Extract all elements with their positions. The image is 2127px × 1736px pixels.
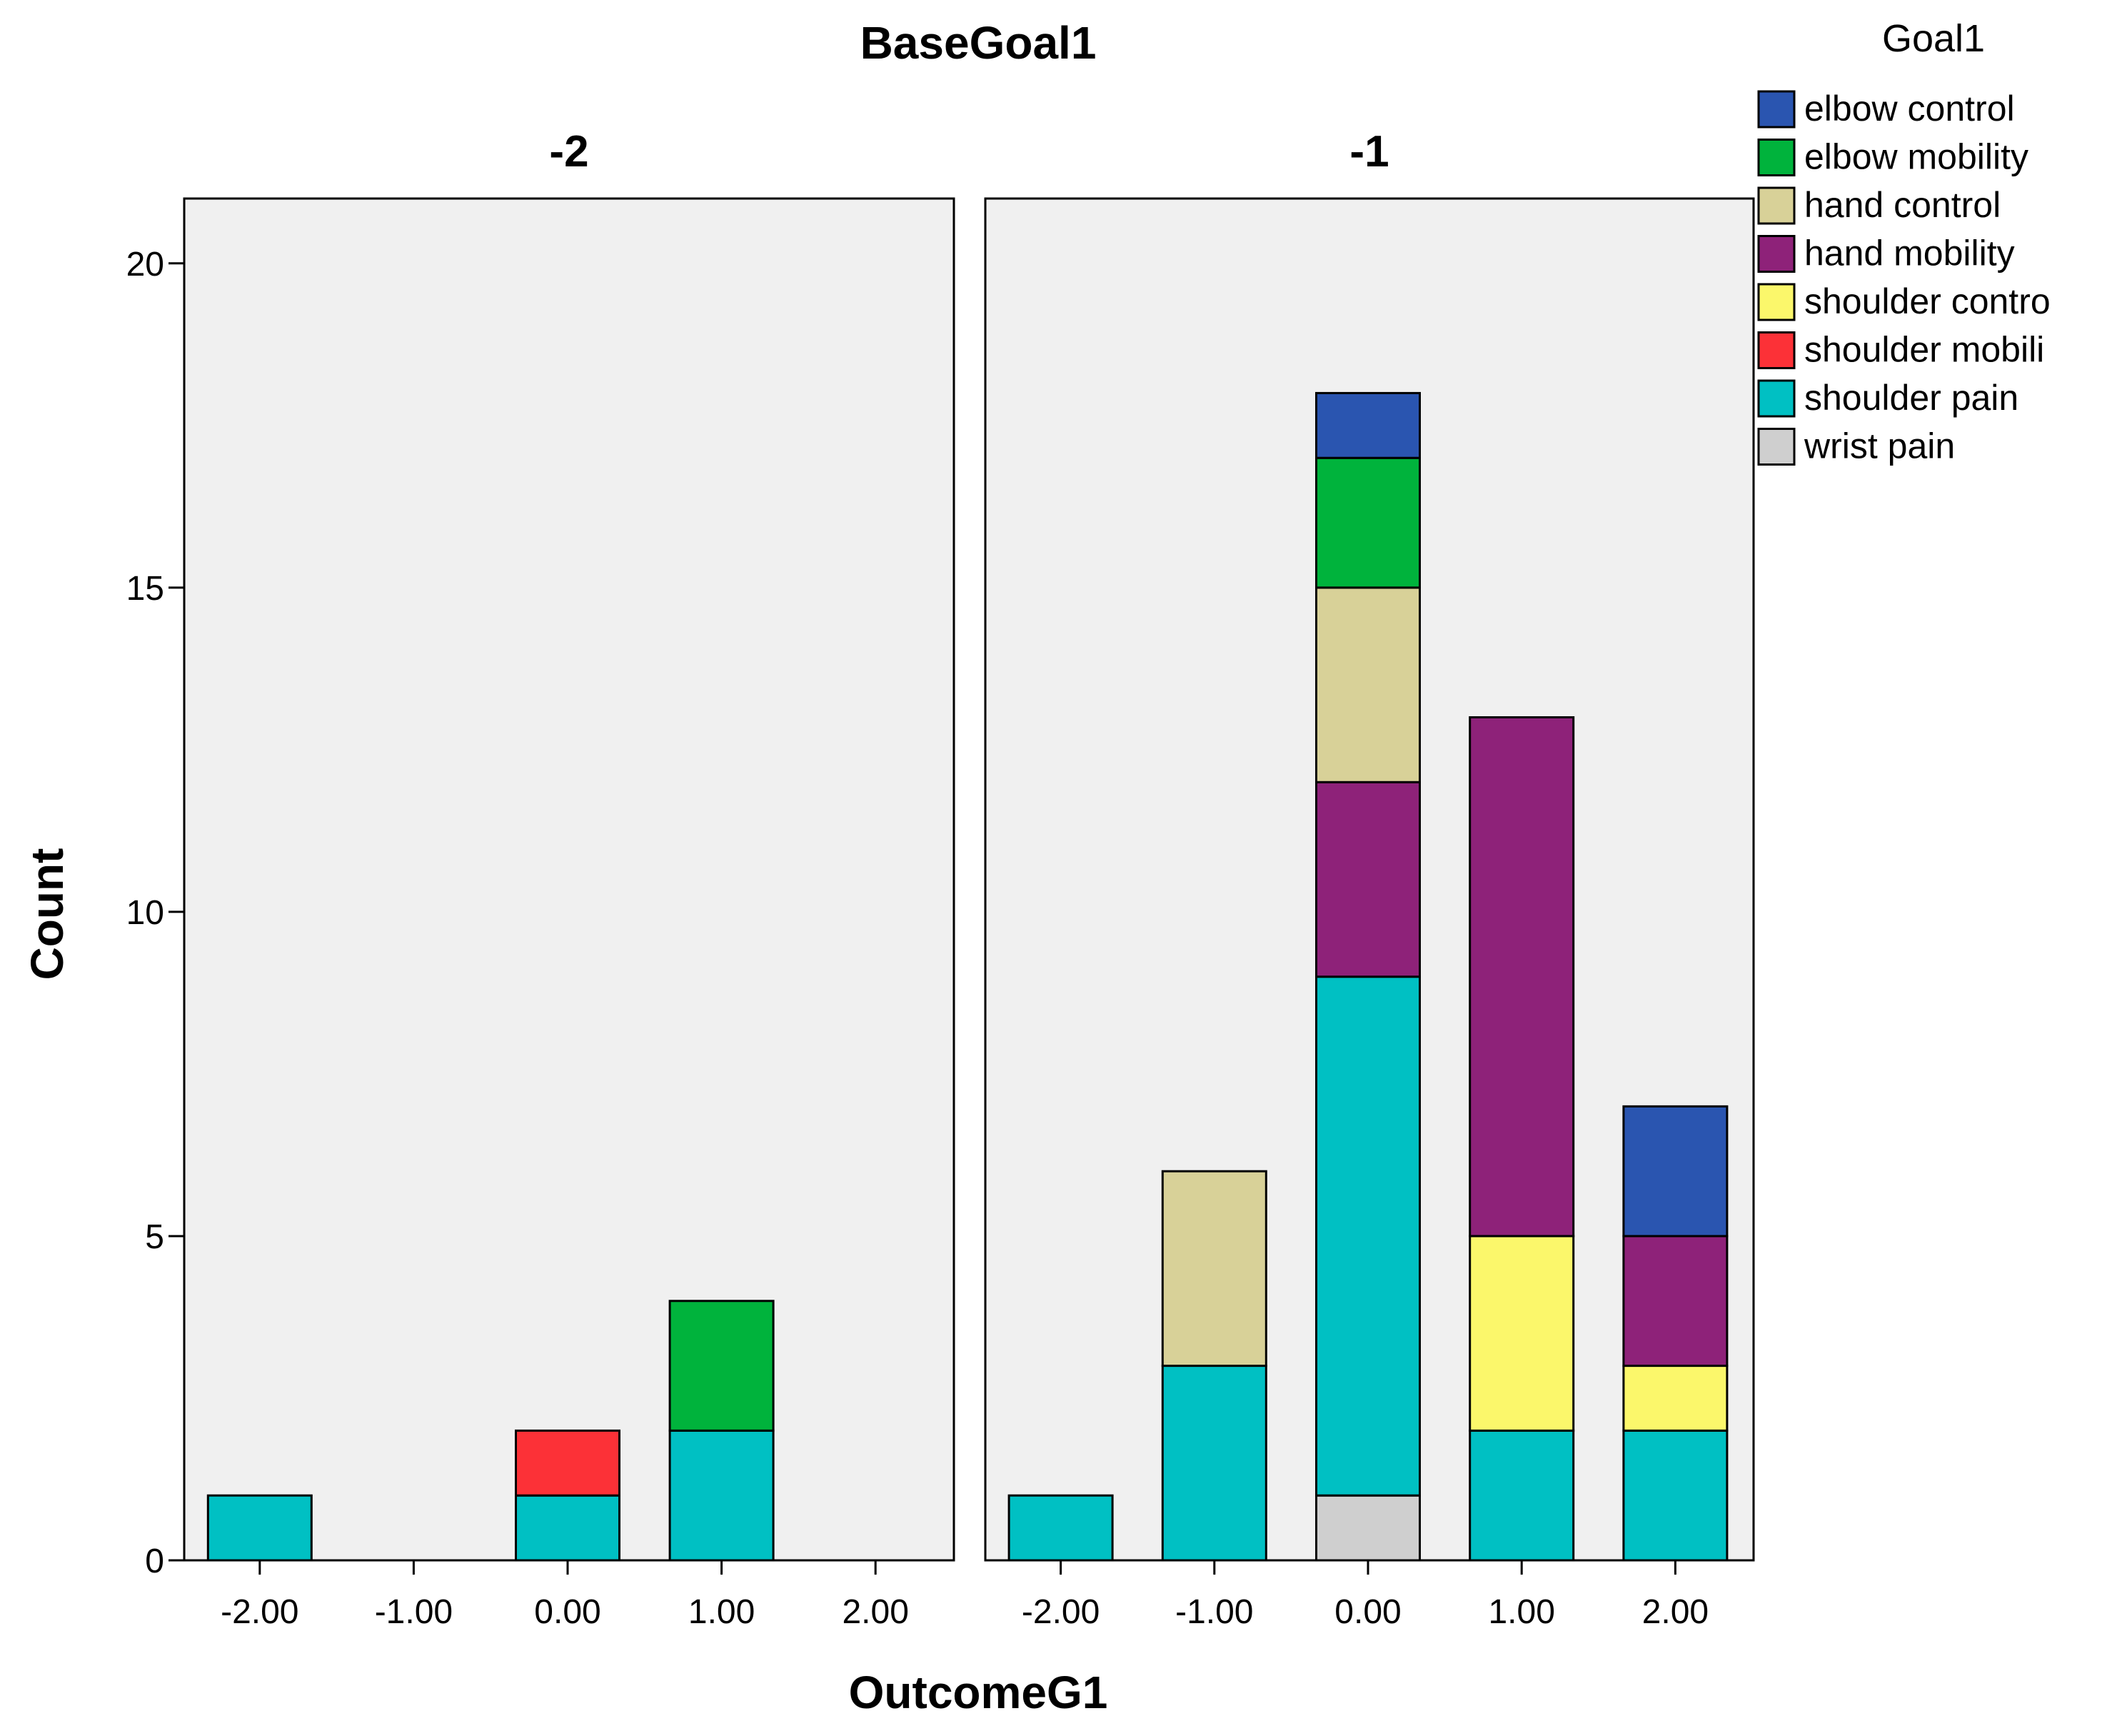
legend-label: elbow mobility	[1804, 137, 2028, 177]
legend-swatch	[1757, 428, 1796, 466]
legend-label: hand mobility	[1804, 234, 2015, 274]
legend-label: elbow control	[1804, 89, 2015, 129]
y-axis-label: Count	[21, 848, 73, 980]
legend-item-elbow-control: elbow control	[1757, 89, 2015, 129]
legend-item-elbow-mobility: elbow mobility	[1757, 137, 2028, 177]
bar-segment-elbow-mobility	[1315, 456, 1421, 589]
x-axis-label: OutcomeG1	[849, 1667, 1108, 1718]
legend-title: Goal1	[1882, 17, 1985, 60]
legend-item-shoulder-pain: shoulder pain	[1757, 378, 2018, 418]
bar-segment-shoulder-pain	[1469, 1429, 1575, 1562]
bar-segment-shoulder-control	[1622, 1365, 1729, 1432]
y-tick-label: 5	[145, 1218, 164, 1256]
bar-segment-elbow-control	[1622, 1105, 1729, 1238]
legend-swatch	[1757, 379, 1796, 418]
legend-label: shoulder mobili	[1804, 330, 2044, 370]
x-tick-label: 2.00	[842, 1593, 908, 1631]
panel-1: -2 0 5 10 15 20 -2.00 -1.00 0.00 1.00 2.00	[126, 127, 955, 1631]
legend-swatch	[1757, 331, 1796, 369]
legend-swatch	[1757, 235, 1796, 273]
y-tick-label: 20	[126, 246, 164, 284]
y-tick-label: 15	[126, 570, 164, 608]
y-tick-label: 0	[145, 1542, 164, 1580]
legend-swatch	[1757, 139, 1796, 176]
bar-segment-hand-mobility	[1622, 1235, 1729, 1368]
panel-label: -2	[549, 127, 588, 176]
bar-segment-shoulder-pain	[1161, 1365, 1267, 1562]
legend-item-hand-mobility: hand mobility	[1757, 234, 2015, 274]
legend-item-hand-control: hand control	[1757, 185, 2001, 225]
bar-segment-hand-control	[1161, 1170, 1267, 1368]
bar-segment-hand-mobility	[1469, 716, 1575, 1238]
legend-item-wrist-pain: wrist pain	[1757, 426, 1955, 466]
x-tick-label: -1.00	[1175, 1593, 1253, 1631]
legend-label: hand control	[1804, 185, 2001, 225]
legend-label: shoulder pain	[1804, 378, 2018, 418]
bar-segment-shoulder-mobility	[515, 1429, 620, 1497]
legend-swatch	[1757, 186, 1796, 225]
legend: Goal1 elbow control elbow mobility hand co…	[1757, 17, 2051, 466]
x-tick-label: -1.00	[375, 1593, 453, 1631]
x-tick-label: 2.00	[1642, 1593, 1709, 1631]
bar-segment-hand-control	[1315, 586, 1421, 783]
bar-segment-shoulder-pain	[1007, 1494, 1114, 1562]
x-tick-label: -2.00	[221, 1593, 298, 1631]
x-tick-label: 1.00	[688, 1593, 755, 1631]
legend-label: shoulder contro	[1804, 281, 2051, 321]
chart-title: BaseGoal1	[860, 17, 1097, 69]
bar-segment-elbow-mobility	[668, 1300, 775, 1432]
bar-segment-shoulder-control	[1469, 1235, 1575, 1432]
legend-item-shoulder-control: shoulder contro	[1757, 281, 2051, 321]
legend-swatch	[1757, 283, 1796, 321]
panel-label: -1	[1349, 127, 1389, 176]
y-tick-label: 10	[126, 894, 164, 932]
bar-segment-shoulder-pain	[206, 1494, 313, 1562]
panel-2: -1 -2.00 -1.00 0.00 1.00 2.00	[984, 127, 1755, 1631]
legend-swatch	[1757, 90, 1796, 129]
x-tick-label: 1.00	[1488, 1593, 1554, 1631]
x-tick-label: 0.00	[1334, 1593, 1401, 1631]
bar-segment-shoulder-pain	[1315, 975, 1421, 1497]
bar-segment-shoulder-pain	[1622, 1429, 1729, 1562]
bar-segment-hand-mobility	[1315, 781, 1421, 978]
bar-segment-shoulder-pain	[668, 1429, 775, 1562]
legend-item-shoulder-mobility: shoulder mobili	[1757, 330, 2044, 370]
bar-segment-wrist-pain	[1315, 1494, 1421, 1562]
bar-segment-shoulder-pain	[515, 1494, 620, 1562]
x-tick-label: -2.00	[1022, 1593, 1100, 1631]
x-tick-label: 0.00	[534, 1593, 600, 1631]
bar-segment-elbow-control	[1315, 391, 1421, 459]
panel-frame	[183, 197, 955, 1562]
legend-label: wrist pain	[1804, 426, 1955, 466]
